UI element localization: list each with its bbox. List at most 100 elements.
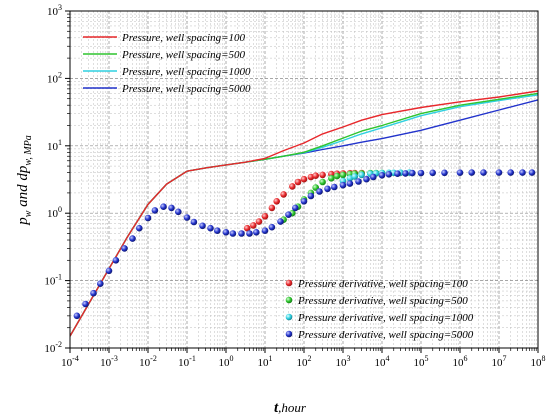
series-marker [358,171,365,179]
legend-bottom-swatch [285,313,293,321]
series-marker [151,207,159,214]
y-axis-title-sub2: w, MPa [23,135,34,165]
series-marker [207,224,214,232]
series-marker [252,229,260,236]
series-marker [429,169,437,177]
series-marker [277,218,284,225]
series-marker [255,218,263,225]
series-marker [480,169,487,176]
series-marker [190,218,198,226]
series-marker [280,191,287,198]
series-marker [333,172,341,180]
y-tick-label: 103 [47,3,62,18]
x-tick-label: 10-3 [100,354,118,369]
series-marker [129,235,136,242]
legend-top-label: Pressure, well spacing=1000 [121,66,251,78]
y-axis-title-sub1: w [23,210,34,217]
y-tick-label: 100 [47,205,62,220]
series-marker [519,169,526,176]
x-axis-title-sub: ,hour [278,400,307,415]
series-marker [363,175,370,183]
series-marker [346,180,354,187]
x-tick-labels: 10-4 10-3 10-2 10-1 100 101 102 103 104 105 106 107… [61,354,545,369]
series-marker [90,289,97,297]
series-marker [261,227,269,234]
series-marker [243,224,251,232]
series-marker [507,169,514,176]
series-marker [456,169,464,176]
y-tick-label: 102 [47,70,62,85]
x-tick-label: 100 [219,354,234,369]
series-marker [339,181,347,189]
legend-bottom-label: Pressure derivative, well spacing=5000 [297,329,474,341]
series-marker [246,230,253,237]
legend-top: Pressure, well spacing=100 Pressure, well… [83,32,251,95]
series-marker [528,169,536,176]
series-marker [238,230,245,237]
legend-bottom-label: Pressure derivative, well spacing=100 [297,278,468,290]
series-marker [370,173,377,181]
axis-ticks [65,10,539,353]
x-tick-label: 101 [258,354,273,369]
y-axis-title-mid: and dp [15,165,31,211]
series-marker [268,223,276,231]
series-marker [229,230,237,237]
legend-top-label: Pressure, well spacing=5000 [121,83,251,95]
series-marker [417,169,425,177]
legend-top-label: Pressure, well spacing=100 [121,32,246,44]
x-tick-label: 106 [453,354,468,369]
x-tick-label: 107 [492,354,507,369]
legend-bottom-swatch [285,279,293,287]
series-marker [324,185,331,193]
series-marker [199,222,206,230]
legend-bottom-swatch [285,330,293,338]
series-marker [300,198,308,205]
series-marker [339,171,347,179]
series-marker [73,312,81,320]
series-marker [105,267,113,275]
series-marker [273,198,281,205]
y-axis-title: pw and dpw, MPa [15,135,34,226]
series-marker [319,178,326,186]
y-tick-label: 10-1 [44,273,62,288]
series-marker [351,173,359,180]
series-marker [319,171,326,179]
series-line [70,90,538,337]
series-marker [409,169,416,177]
series-marker [214,227,221,234]
series-marker [168,204,175,212]
series-marker [183,214,191,221]
x-tick-label: 10-2 [139,354,157,369]
series-marker [331,183,338,191]
x-axis-title: t,hour [274,400,307,416]
series-marker [316,188,323,195]
series-marker [268,204,276,212]
series-marker [312,172,320,179]
series-marker [261,213,269,220]
series-marker [441,169,448,177]
series-marker [300,175,308,183]
grid [70,11,538,348]
series-marker [144,214,152,222]
x-tick-label: 10-4 [61,354,79,369]
legend-top-label: Pressure, well spacing=500 [121,49,246,61]
x-tick-label: 103 [336,354,351,369]
series-marker [355,178,362,185]
series-marker [328,175,335,182]
series-marker [294,178,302,186]
x-tick-label: 104 [375,354,390,369]
series-marker [495,169,503,176]
series-marker [82,300,89,308]
series-marker [385,171,393,178]
series-marker [394,170,401,177]
legend-bottom: Pressure derivative, well spacing=100 Pre… [285,278,474,341]
series-lines [70,90,538,337]
series-marker [222,229,230,236]
y-axis-title-main: p [15,217,31,226]
series-marker [468,169,476,176]
series-marker [160,203,167,210]
series-marker [250,222,257,229]
series-marker [136,224,143,232]
y-tick-label: 101 [47,138,62,153]
